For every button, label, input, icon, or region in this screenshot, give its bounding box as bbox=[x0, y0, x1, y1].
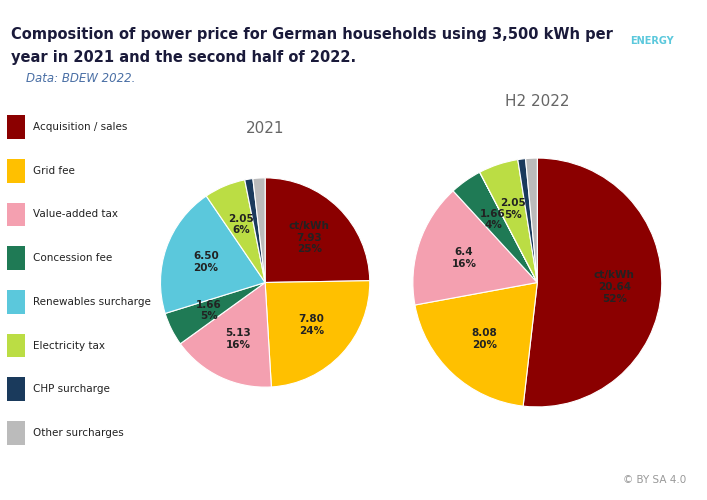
Text: ENERGY: ENERGY bbox=[631, 36, 674, 46]
Wedge shape bbox=[160, 196, 265, 314]
Wedge shape bbox=[480, 160, 537, 282]
Bar bbox=[7, 421, 25, 445]
Wedge shape bbox=[453, 172, 537, 282]
Text: 5.13
16%: 5.13 16% bbox=[226, 328, 251, 350]
Wedge shape bbox=[265, 280, 370, 387]
Wedge shape bbox=[413, 191, 537, 305]
Text: 1.66
5%: 1.66 5% bbox=[196, 300, 222, 322]
Text: year in 2021 and the second half of 2022.: year in 2021 and the second half of 2022… bbox=[11, 50, 356, 65]
Title: H2 2022: H2 2022 bbox=[505, 94, 570, 109]
Wedge shape bbox=[206, 180, 265, 282]
Wedge shape bbox=[415, 282, 537, 406]
Bar bbox=[7, 334, 25, 357]
Wedge shape bbox=[180, 282, 271, 387]
Bar bbox=[7, 115, 25, 139]
Text: Acquisition / sales: Acquisition / sales bbox=[33, 122, 127, 132]
Wedge shape bbox=[265, 178, 370, 282]
Wedge shape bbox=[480, 172, 537, 282]
Text: Grid fee: Grid fee bbox=[33, 166, 74, 175]
Wedge shape bbox=[253, 178, 265, 282]
Text: CHP surcharge: CHP surcharge bbox=[33, 384, 110, 394]
Bar bbox=[7, 378, 25, 401]
Text: Renewables surcharge: Renewables surcharge bbox=[33, 297, 151, 307]
Text: Electricity tax: Electricity tax bbox=[33, 340, 105, 350]
Title: 2021: 2021 bbox=[246, 121, 284, 136]
Text: Composition of power price for German households using 3,500 kWh per: Composition of power price for German ho… bbox=[11, 28, 612, 42]
Text: © BY SA 4.0: © BY SA 4.0 bbox=[623, 475, 686, 485]
Text: 2.05
5%: 2.05 5% bbox=[501, 198, 526, 220]
Wedge shape bbox=[518, 158, 537, 282]
Text: ct/kWh
20.64
52%: ct/kWh 20.64 52% bbox=[594, 270, 635, 304]
Bar bbox=[7, 290, 25, 314]
Bar bbox=[7, 202, 25, 226]
Text: 1.66
4%: 1.66 4% bbox=[480, 208, 506, 230]
Text: 6.4
16%: 6.4 16% bbox=[452, 247, 477, 269]
Text: Concession fee: Concession fee bbox=[33, 253, 112, 263]
Wedge shape bbox=[245, 178, 265, 282]
Text: Value-added tax: Value-added tax bbox=[33, 210, 117, 220]
Text: Other surcharges: Other surcharges bbox=[33, 428, 123, 438]
Wedge shape bbox=[525, 158, 537, 282]
Bar bbox=[7, 246, 25, 270]
Text: 7.80
24%: 7.80 24% bbox=[298, 314, 324, 336]
Bar bbox=[7, 159, 25, 182]
Text: 2.05
6%: 2.05 6% bbox=[228, 214, 254, 236]
Text: ct/kWh
7.93
25%: ct/kWh 7.93 25% bbox=[288, 221, 329, 254]
Wedge shape bbox=[165, 282, 265, 344]
Text: CLEAN: CLEAN bbox=[634, 14, 670, 24]
Text: WIRE: WIRE bbox=[638, 58, 667, 68]
Text: 6.50
20%: 6.50 20% bbox=[193, 251, 218, 272]
Wedge shape bbox=[523, 158, 662, 407]
Text: 8.08
20%: 8.08 20% bbox=[472, 328, 498, 349]
Text: Data: BDEW 2022.: Data: BDEW 2022. bbox=[11, 72, 135, 86]
